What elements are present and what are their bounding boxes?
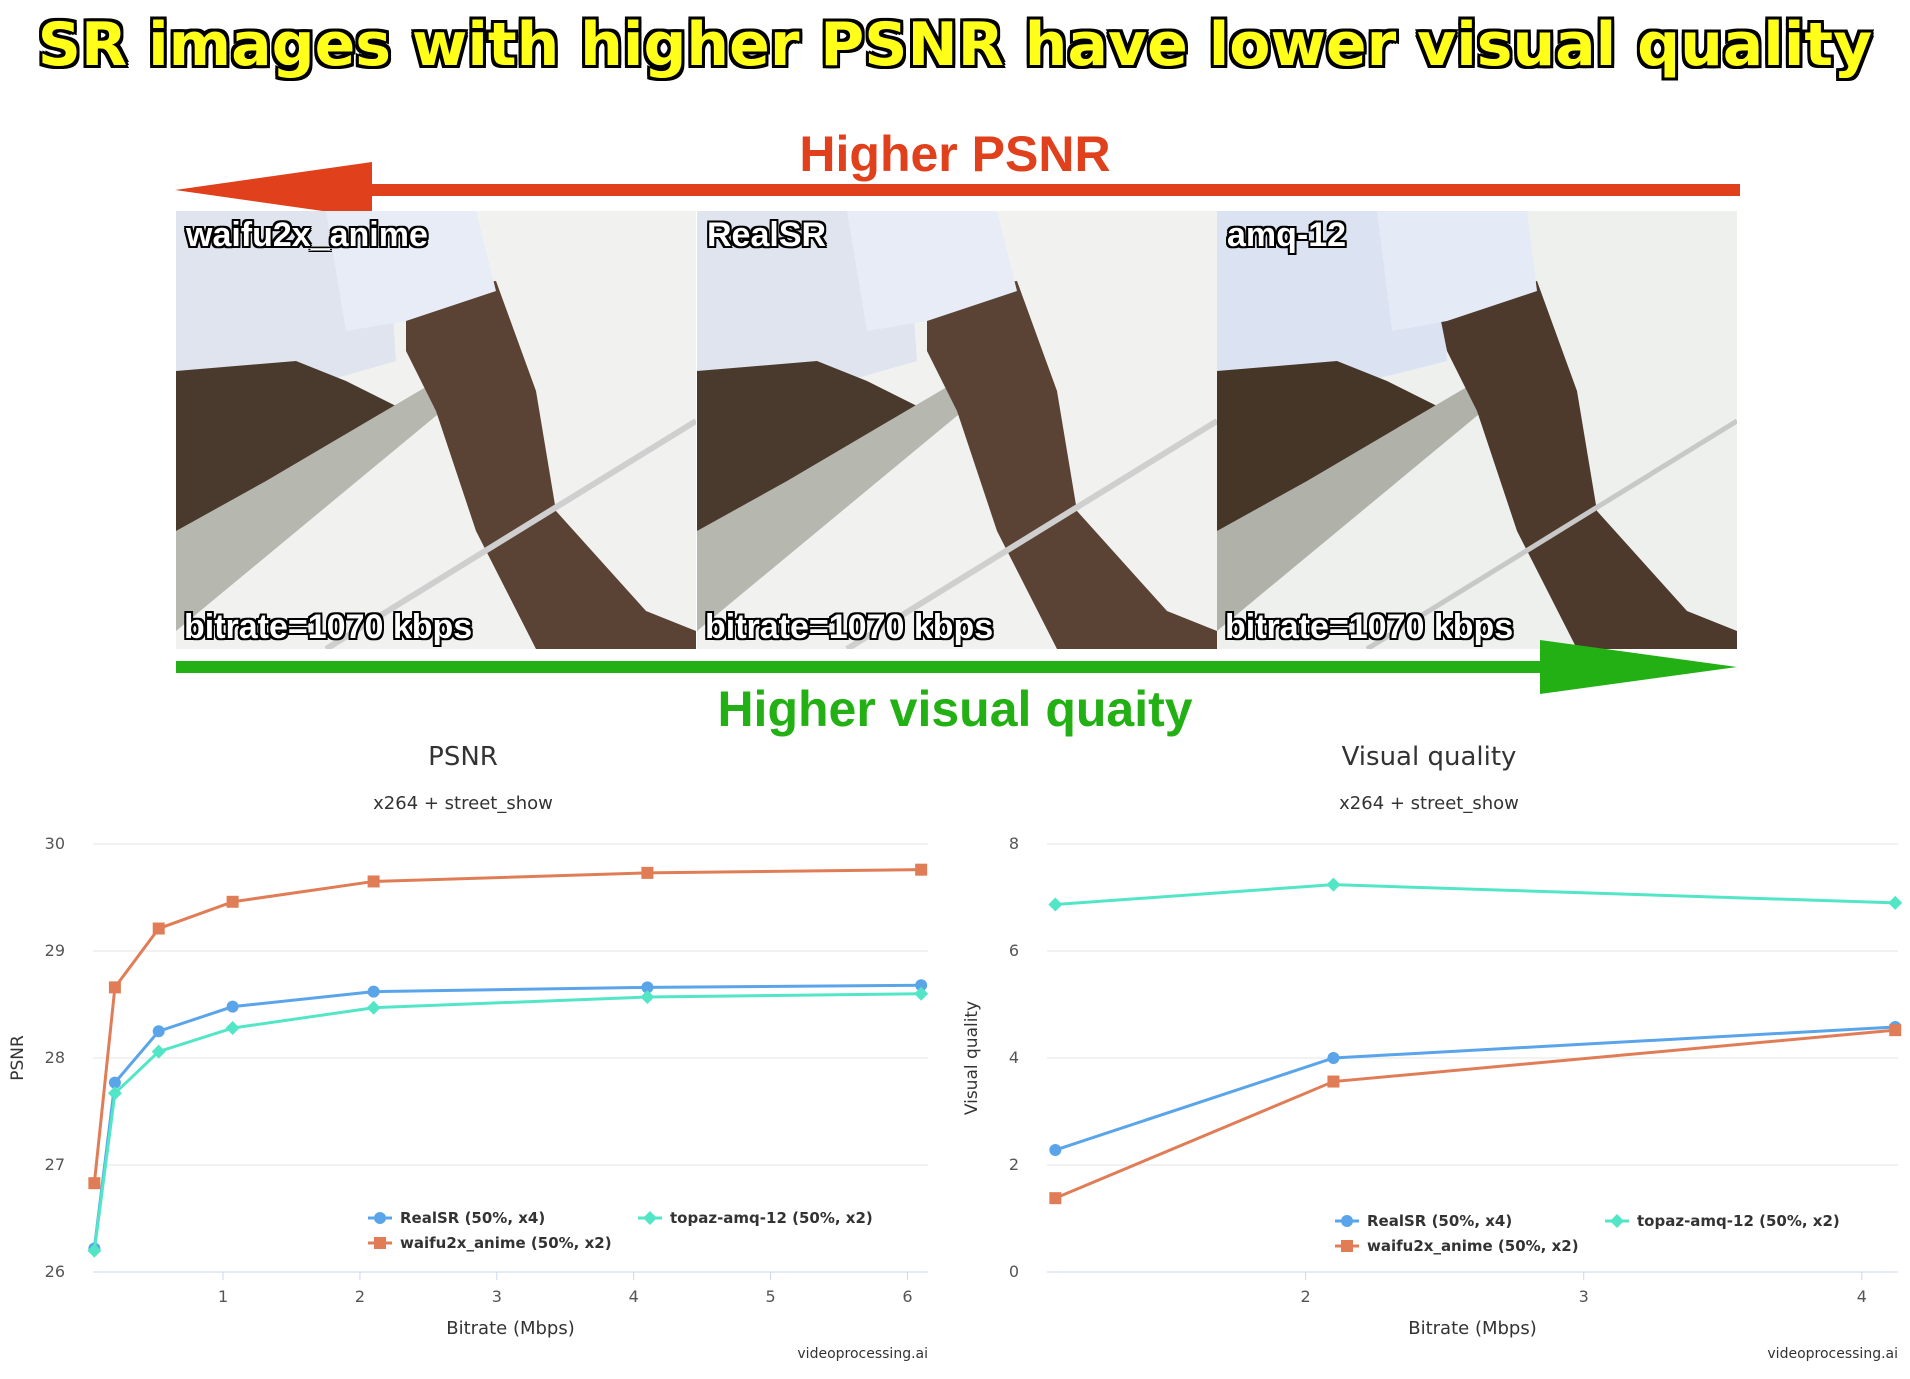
panel-image	[697, 211, 1217, 649]
data-point	[366, 1000, 381, 1015]
x-tick-label: 4	[1857, 1287, 1867, 1306]
chart-subtitle: x264 + street_show	[1339, 793, 1519, 814]
data-point	[1888, 895, 1903, 910]
data-point	[225, 1021, 240, 1036]
data-point	[367, 875, 380, 888]
data-point	[226, 895, 239, 908]
credit-label: videoprocessing.ai	[797, 1346, 928, 1362]
data-point	[1341, 1215, 1353, 1227]
y-tick-label: 6	[1009, 941, 1019, 960]
panel-waifu2x: waifu2x_anime bitrate=1070 kbps	[176, 211, 696, 649]
y-tick-label: 30	[45, 834, 65, 853]
data-point	[87, 1243, 102, 1258]
data-point	[374, 1212, 386, 1224]
data-point	[915, 979, 928, 992]
y-tick-label: 2	[1009, 1155, 1019, 1174]
series-line	[92, 868, 922, 1184]
x-axis-label: Bitrate (Mbps)	[446, 1318, 575, 1339]
psnr-chart: PSNR x264 + street_show 26 27 28 29 30 1 2 3 4 5 6 Bi…	[8, 742, 929, 1362]
data-point	[1610, 1214, 1624, 1228]
legend-label: waifu2x_anime (50%, x2)	[1367, 1237, 1579, 1255]
panel-name: amq-12	[1227, 216, 1347, 254]
data-point	[915, 863, 928, 876]
data-point	[641, 981, 654, 994]
chart-title: PSNR	[428, 742, 498, 772]
x-tick-label: 1	[218, 1287, 228, 1306]
y-tick-label: 27	[45, 1155, 65, 1174]
panel-name: RealSR	[707, 216, 827, 254]
data-point	[1048, 897, 1063, 912]
red-arrow	[175, 162, 1740, 218]
data-point	[643, 1211, 657, 1225]
data-point	[914, 986, 929, 1001]
data-point	[88, 1177, 101, 1190]
x-tick-label: 3	[492, 1287, 502, 1306]
data-point	[374, 1237, 386, 1249]
panel-image	[1217, 211, 1737, 649]
x-tick-label: 6	[902, 1287, 912, 1306]
data-point	[367, 985, 380, 998]
series-line	[1054, 1025, 1896, 1152]
y-tick-label: 29	[45, 941, 65, 960]
credit-label: videoprocessing.ai	[1767, 1346, 1898, 1362]
data-point	[152, 1025, 165, 1038]
data-point	[1341, 1240, 1353, 1252]
panel-bitrate: bitrate=1070 kbps	[705, 608, 994, 646]
data-point	[152, 922, 165, 935]
series-line	[1054, 1028, 1896, 1200]
x-tick-label: 3	[1579, 1287, 1589, 1306]
chart-title: Visual quality	[1342, 742, 1517, 772]
data-point	[640, 990, 655, 1005]
data-point	[1327, 1052, 1340, 1064]
legend-label: waifu2x_anime (50%, x2)	[400, 1234, 612, 1252]
data-point	[226, 1000, 239, 1013]
x-tick-label: 2	[355, 1287, 365, 1306]
data-point	[151, 1044, 166, 1059]
data-point	[1049, 1192, 1062, 1205]
data-point	[108, 1076, 121, 1089]
panel-image	[176, 211, 696, 649]
legend-label: RealSR (50%, x4)	[1367, 1212, 1512, 1230]
x-tick-label: 2	[1301, 1287, 1311, 1306]
x-tick-label: 4	[629, 1287, 639, 1306]
panel-bitrate: bitrate=1070 kbps	[1225, 608, 1514, 646]
chart-subtitle: x264 + street_show	[373, 793, 553, 814]
y-tick-label: 26	[45, 1262, 65, 1281]
panel-amq12: amq-12 bitrate=1070 kbps	[1217, 211, 1737, 649]
legend-label: topaz-amq-12 (50%, x2)	[670, 1209, 873, 1227]
legend-label: RealSR (50%, x4)	[400, 1209, 545, 1227]
y-tick-label: 28	[45, 1048, 65, 1067]
headline: SR images with higher PSNR have lower vi…	[37, 10, 1873, 80]
panel-realsr: RealSR bitrate=1070 kbps	[697, 211, 1217, 649]
data-point	[1049, 1144, 1062, 1157]
legend-label: topaz-amq-12 (50%, x2)	[1637, 1212, 1840, 1230]
y-tick-label: 4	[1009, 1048, 1019, 1067]
panel-name: waifu2x_anime	[186, 216, 428, 254]
y-axis-label: PSNR	[8, 1035, 28, 1081]
visual-quality-chart: Visual quality x264 + street_show 0 2 4 6 8 2 3 4…	[962, 742, 1903, 1362]
higher-psnr-label: Higher PSNR	[799, 126, 1111, 182]
x-axis-label: Bitrate (Mbps)	[1408, 1318, 1537, 1339]
data-point	[1326, 877, 1341, 892]
data-point	[107, 1086, 122, 1101]
y-tick-label: 8	[1009, 834, 1019, 853]
series-line	[1055, 883, 1896, 906]
data-point	[1889, 1024, 1902, 1037]
y-tick-label: 0	[1009, 1262, 1019, 1281]
higher-visual-quality-label: Higher visual quaity	[717, 681, 1193, 737]
data-point	[1327, 1075, 1340, 1088]
panel-bitrate: bitrate=1070 kbps	[184, 608, 473, 646]
green-arrow	[176, 640, 1737, 694]
x-tick-label: 5	[765, 1287, 775, 1306]
data-point	[641, 866, 654, 879]
data-point	[108, 981, 121, 994]
y-axis-label: Visual quality	[962, 1001, 982, 1115]
